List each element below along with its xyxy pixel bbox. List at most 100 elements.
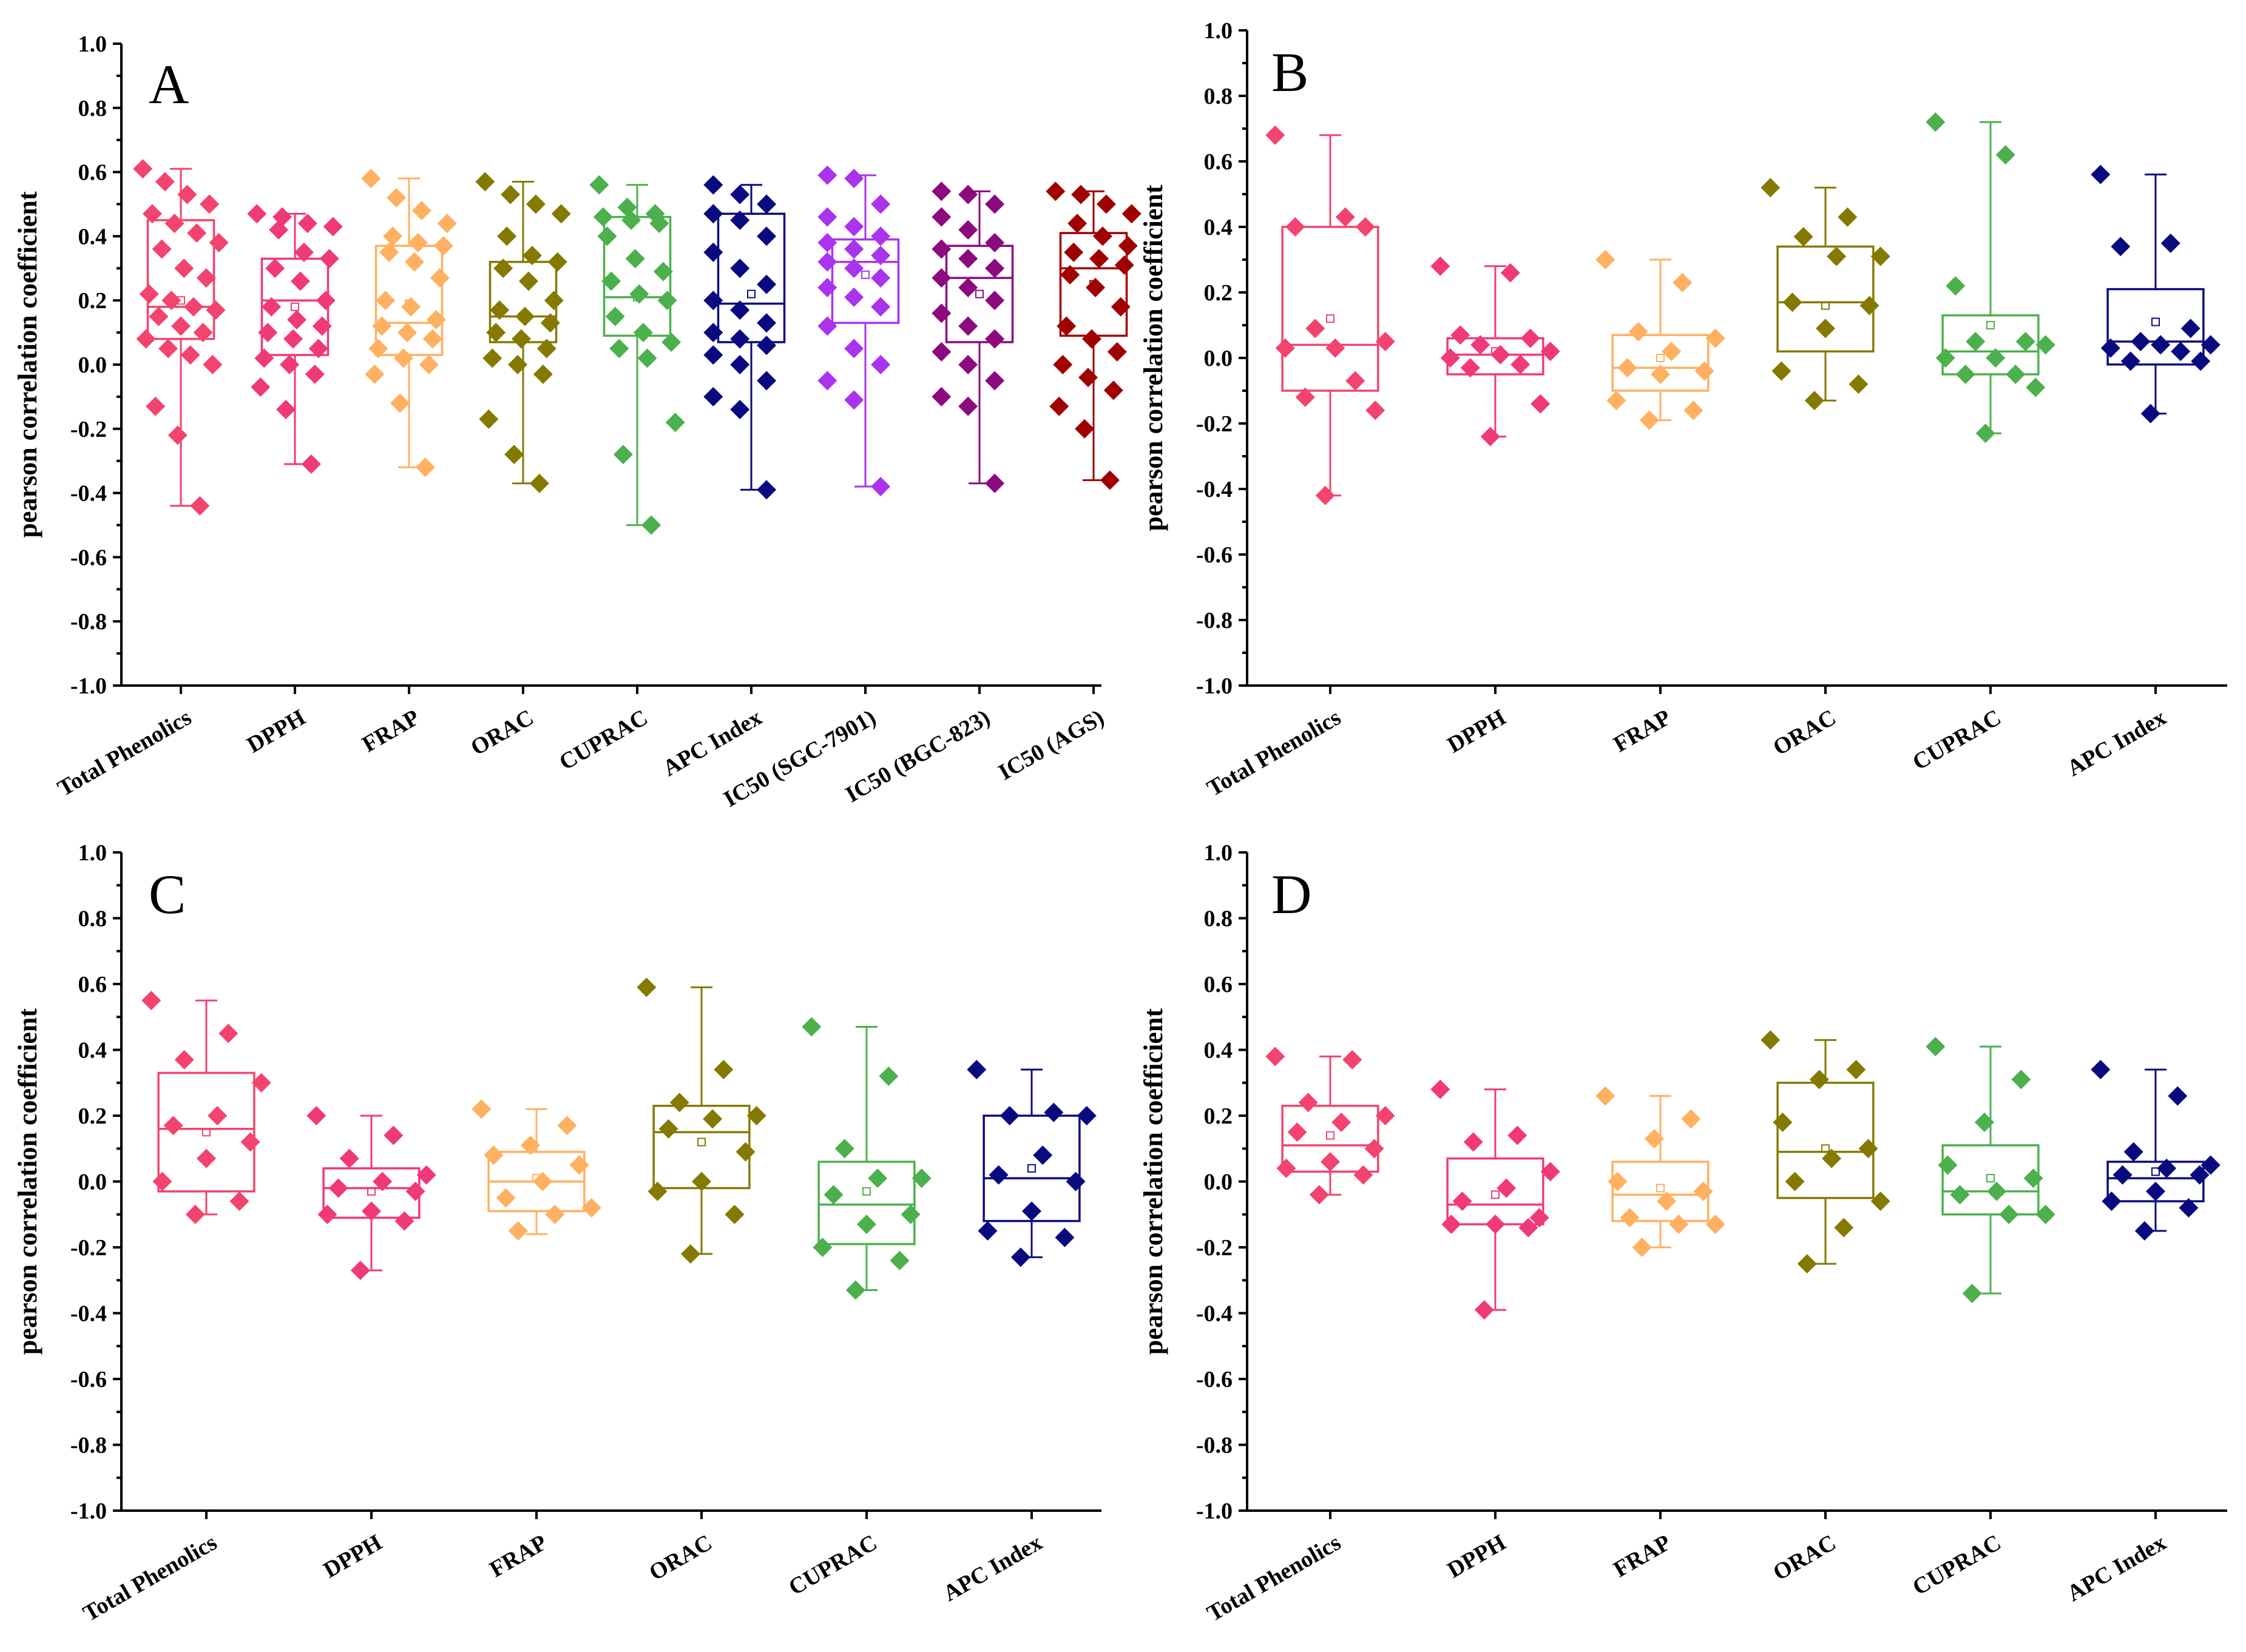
data-point [1606, 391, 1626, 411]
y-tick-label: -0.6 [1196, 542, 1233, 568]
data-point [730, 210, 750, 230]
data-point [152, 239, 172, 259]
data-point [387, 187, 407, 207]
data-point [725, 1204, 745, 1224]
data-point [1474, 1300, 1494, 1320]
data-point [2011, 1070, 2031, 1090]
box [1281, 1104, 1379, 1173]
data-point [1321, 1151, 1340, 1172]
y-tick-label: 0.4 [78, 224, 107, 249]
x-tick-label: Total Phenolics [1203, 704, 1345, 801]
data-point [174, 258, 194, 278]
x-tick-label: DPPH [1443, 1529, 1510, 1583]
data-point [283, 329, 303, 349]
data-point [1694, 361, 1714, 381]
data-point [203, 355, 223, 374]
data-point [430, 268, 450, 288]
box-group-8: IC50 (AGS) [994, 181, 1142, 785]
data-point [286, 309, 306, 329]
data-point [730, 258, 750, 278]
box-group-5: APC Index [2063, 1060, 2221, 1606]
data-point [1693, 1181, 1713, 1201]
data-point [730, 329, 750, 349]
data-point [989, 1165, 1009, 1185]
data-point [1669, 1215, 1689, 1235]
data-point [1364, 1139, 1384, 1159]
data-point [1500, 263, 1520, 283]
data-point [868, 1168, 888, 1188]
data-point [557, 1116, 577, 1136]
data-point [569, 1155, 589, 1175]
y-tick-label: -1.0 [1196, 1499, 1233, 1524]
box-group-5: APC Index [658, 175, 786, 781]
x-tick-label: Total Phenolics [1203, 1529, 1345, 1627]
data-point [472, 1099, 492, 1119]
y-tick-label: -0.4 [1196, 477, 1233, 502]
data-point [269, 220, 289, 240]
data-point [581, 1198, 601, 1218]
data-point [1651, 365, 1670, 384]
data-point [1450, 325, 1470, 345]
box-group-0: Total Phenolics [79, 991, 271, 1627]
data-point [1460, 358, 1480, 378]
data-point [1975, 423, 1995, 443]
data-point [397, 323, 418, 343]
data-point [294, 242, 314, 262]
data-point [985, 194, 1005, 214]
y-tick-label: -0.8 [70, 609, 107, 635]
x-tick-label: APC Index [2063, 704, 2170, 781]
data-point [824, 1185, 844, 1205]
data-point [1822, 1148, 1842, 1168]
data-point [680, 1244, 700, 1264]
x-tick-label: APC Index [658, 704, 766, 781]
data-point [1926, 1037, 1946, 1057]
data-point [1285, 217, 1305, 237]
data-point [426, 309, 446, 329]
data-point [637, 977, 657, 997]
data-point [317, 1204, 337, 1224]
data-point [1870, 1192, 1890, 1212]
data-point [520, 1135, 540, 1155]
data-point [229, 1192, 249, 1212]
panel-label: B [1271, 41, 1308, 103]
data-point [2015, 332, 2035, 351]
data-point [730, 184, 750, 204]
mean-marker [862, 1187, 871, 1196]
data-point [1705, 1215, 1725, 1235]
data-point [1540, 342, 1560, 362]
data-point [1085, 278, 1105, 298]
data-point [609, 339, 629, 359]
data-point [589, 175, 609, 195]
mean-marker [2151, 1167, 2160, 1176]
data-point [1118, 236, 1138, 256]
data-point [533, 1172, 553, 1192]
data-point [1309, 1185, 1329, 1205]
data-point [529, 473, 549, 493]
data-point [912, 1168, 932, 1188]
box [1611, 334, 1710, 392]
data-point [653, 261, 673, 282]
data-point [551, 204, 571, 224]
data-point [2168, 1086, 2188, 1106]
box-group-5: APC Index [2063, 164, 2221, 781]
x-tick-label: CUPRAC [1909, 1529, 2006, 1600]
data-point [149, 306, 169, 326]
data-point [206, 300, 226, 320]
data-point [1089, 249, 1109, 269]
data-point [1064, 242, 1084, 262]
data-point [1507, 1125, 1527, 1145]
data-point [1946, 276, 1966, 296]
data-point [405, 1181, 425, 1201]
box-group-4: CUPRAC [1909, 1037, 2055, 1600]
data-point [1375, 1106, 1395, 1125]
data-point [208, 1106, 228, 1125]
data-point [1049, 396, 1069, 416]
data-point [290, 271, 310, 291]
data-point [692, 1172, 711, 1192]
y-tick-label: 1.0 [1204, 840, 1233, 866]
data-point [1834, 1218, 1854, 1238]
y-tick-label: -0.6 [70, 545, 107, 570]
data-point [2091, 1060, 2111, 1080]
data-point [958, 249, 978, 269]
data-point [262, 297, 282, 317]
